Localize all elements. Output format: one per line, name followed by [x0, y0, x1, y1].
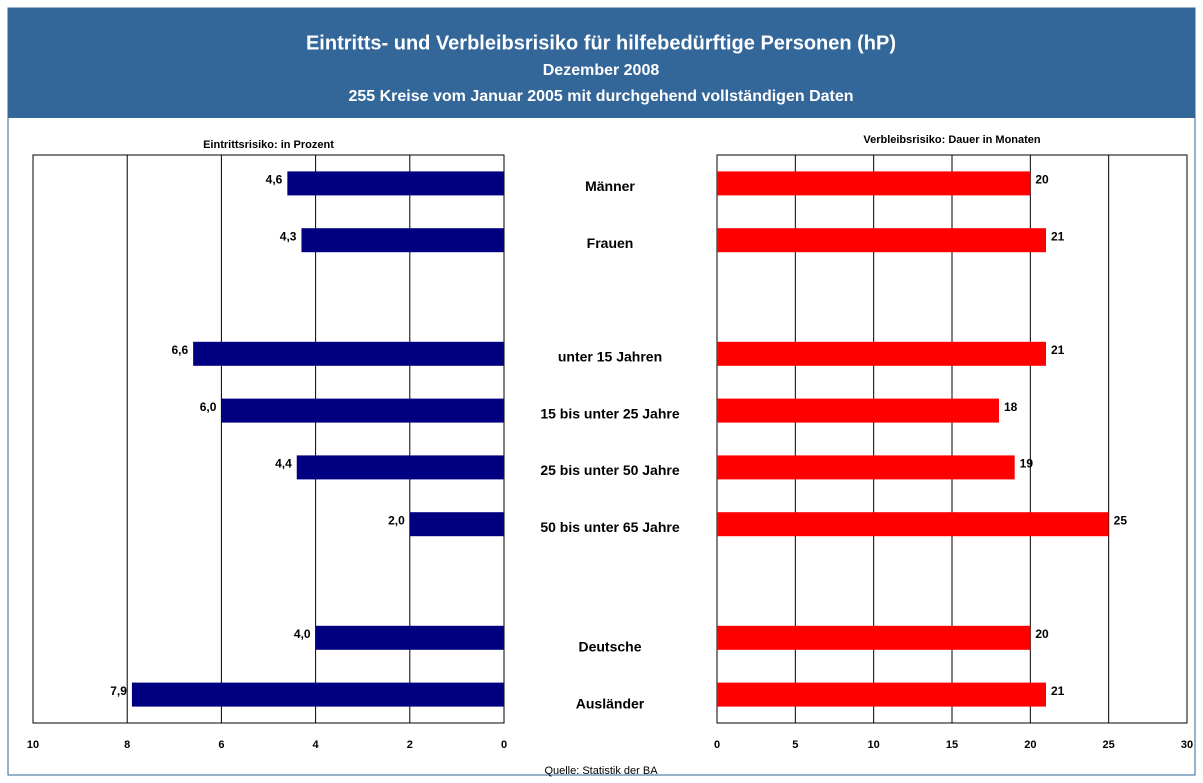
chart-note: 255 Kreise vom Januar 2005 mit durchgehe… [348, 88, 853, 105]
value-label: 7,9 [110, 684, 127, 698]
frame [7, 7, 1196, 776]
value-label: 4,3 [280, 229, 297, 243]
x-tick-label: 25 [1103, 739, 1115, 751]
value-label: 25 [1114, 513, 1128, 527]
x-tick-label: 15 [946, 739, 958, 751]
value-label: 19 [1020, 457, 1034, 471]
value-label: 6,0 [200, 400, 217, 414]
bar [131, 682, 504, 707]
header-band [8, 8, 1195, 118]
bar [717, 625, 1031, 650]
value-label: 4,6 [266, 173, 283, 187]
bar [409, 512, 504, 537]
category-label: 50 bis unter 65 Jahre [540, 519, 680, 535]
category-label: unter 15 Jahren [558, 349, 662, 365]
x-tick-label: 0 [714, 739, 720, 751]
value-label: 2,0 [388, 513, 405, 527]
bar [717, 455, 1015, 480]
bar [717, 682, 1046, 707]
bar [717, 341, 1046, 366]
x-tick-label: 5 [792, 739, 798, 751]
value-label: 4,4 [275, 457, 292, 471]
value-label: 21 [1051, 229, 1065, 243]
category-label: Deutsche [578, 639, 641, 655]
x-tick-label: 0 [501, 739, 507, 751]
x-tick-label: 30 [1181, 739, 1193, 751]
category-label: Frauen [587, 235, 634, 251]
source: Quelle: Statistik der BA [544, 765, 658, 777]
category-label: 25 bis unter 50 Jahre [540, 462, 680, 478]
bar [301, 228, 504, 253]
x-tick-label: 20 [1024, 739, 1036, 751]
bar [296, 455, 504, 480]
value-label: 4,0 [294, 627, 311, 641]
bar [287, 171, 504, 196]
category-label: 15 bis unter 25 Jahre [540, 405, 680, 421]
chart-subtitle: Dezember 2008 [543, 62, 660, 79]
x-tick-label: 4 [313, 739, 320, 751]
value-label: 21 [1051, 343, 1065, 357]
value-label: 18 [1004, 400, 1018, 414]
x-tick-label: 10 [868, 739, 880, 751]
bar [717, 512, 1109, 537]
x-tick-label: 6 [218, 739, 224, 751]
category-label: Ausländer [576, 695, 645, 711]
panel-title: Eintrittsrisiko: in Prozent [203, 139, 334, 151]
chart-title: Eintritts- und Verbleibsrisiko für hilfe… [306, 32, 896, 54]
value-label: 6,6 [171, 343, 188, 357]
value-label: 21 [1051, 684, 1065, 698]
x-tick-label: 2 [407, 739, 413, 751]
bar [717, 228, 1046, 253]
x-tick-label: 10 [27, 739, 39, 751]
bar [221, 398, 504, 423]
value-label: 20 [1035, 627, 1049, 641]
bar [717, 171, 1031, 196]
bar [193, 341, 504, 366]
bar [315, 625, 504, 650]
category-label: Männer [585, 178, 635, 194]
value-label: 20 [1035, 173, 1049, 187]
x-tick-label: 8 [124, 739, 130, 751]
panel-title: Verbleibsrisiko: Dauer in Monaten [863, 134, 1041, 146]
bar [717, 398, 999, 423]
